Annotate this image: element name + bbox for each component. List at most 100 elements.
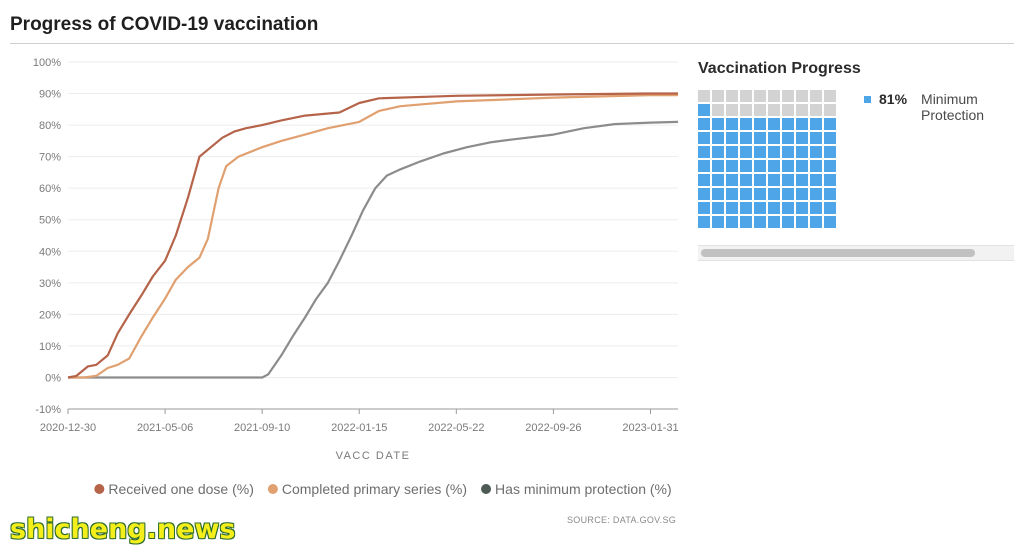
waffle-cell xyxy=(782,160,794,172)
waffle-cell xyxy=(754,132,766,144)
waffle-cell xyxy=(712,90,724,102)
waffle-chart xyxy=(698,90,836,228)
waffle-cell xyxy=(740,216,752,228)
waffle-cell xyxy=(810,118,822,130)
waffle-cell xyxy=(810,202,822,214)
legend-label: Has minimum protection (%) xyxy=(495,481,672,497)
waffle-cell xyxy=(768,188,780,200)
waffle-cell xyxy=(726,132,738,144)
waffle-cell xyxy=(824,90,836,102)
waffle-cell xyxy=(712,160,724,172)
waffle-cell xyxy=(754,118,766,130)
waffle-cell xyxy=(740,202,752,214)
waffle-cell xyxy=(726,202,738,214)
waffle-cell xyxy=(810,174,822,186)
series-line-completed-primary-series xyxy=(68,94,678,379)
waffle-cell xyxy=(712,216,724,228)
waffle-cell xyxy=(782,104,794,116)
scrollbar-thumb[interactable] xyxy=(701,249,975,257)
waffle-cell xyxy=(810,104,822,116)
waffle-cell xyxy=(740,132,752,144)
watermark-logo: shicheng.news xyxy=(10,514,236,545)
x-tick-label: 2022-05-22 xyxy=(428,422,484,434)
x-tick-label: 2022-01-15 xyxy=(331,422,387,434)
y-tick-label: 80% xyxy=(39,120,61,132)
waffle-cell xyxy=(726,104,738,116)
source-note: SOURCE: DATA.GOV.SG xyxy=(567,515,677,525)
waffle-cell xyxy=(698,90,710,102)
waffle-cell xyxy=(740,146,752,158)
waffle-cell xyxy=(754,146,766,158)
waffle-cell xyxy=(796,160,808,172)
legend-dot xyxy=(267,484,278,494)
waffle-cell xyxy=(824,118,836,130)
waffle-title: Vaccination Progress xyxy=(698,60,861,77)
legend-dot xyxy=(481,484,492,494)
waffle-cell xyxy=(824,104,836,116)
waffle-cell xyxy=(712,132,724,144)
waffle-cell xyxy=(740,174,752,186)
waffle-cell xyxy=(796,90,808,102)
x-tick-label: 2021-09-10 xyxy=(234,422,290,434)
waffle-cell xyxy=(698,188,710,200)
waffle-cell xyxy=(768,104,780,116)
waffle-cell xyxy=(726,160,738,172)
waffle-cell xyxy=(810,90,822,102)
x-tick-label: 2022-09-26 xyxy=(525,422,581,434)
waffle-cell xyxy=(712,146,724,158)
waffle-cell xyxy=(712,104,724,116)
waffle-cell xyxy=(712,188,724,200)
waffle-cell xyxy=(768,174,780,186)
waffle-cell xyxy=(740,104,752,116)
waffle-cell xyxy=(796,174,808,186)
waffle-cell xyxy=(754,90,766,102)
y-tick-label: 0% xyxy=(45,372,61,384)
waffle-cell xyxy=(782,174,794,186)
y-tick-label: 100% xyxy=(33,57,61,69)
waffle-cell xyxy=(698,104,710,116)
waffle-cell xyxy=(782,202,794,214)
waffle-cell xyxy=(698,160,710,172)
waffle-cell xyxy=(740,90,752,102)
waffle-legend-value: 81% xyxy=(879,91,908,107)
waffle-legend-label: Minimum Protection xyxy=(921,91,985,123)
waffle-cell xyxy=(712,118,724,130)
waffle-cell xyxy=(754,216,766,228)
waffle-cell xyxy=(782,188,794,200)
waffle-cell xyxy=(768,118,780,130)
waffle-cell xyxy=(768,90,780,102)
waffle-cell xyxy=(698,132,710,144)
waffle-cell xyxy=(768,132,780,144)
horizontal-scrollbar[interactable] xyxy=(698,245,1014,261)
waffle-cell xyxy=(824,146,836,158)
y-tick-label: 50% xyxy=(39,215,61,227)
waffle-cell xyxy=(754,202,766,214)
waffle-cell xyxy=(754,104,766,116)
waffle-cell xyxy=(796,146,808,158)
axes xyxy=(67,408,678,414)
waffle-cell xyxy=(726,188,738,200)
waffle-cell xyxy=(796,216,808,228)
waffle-cell xyxy=(740,188,752,200)
waffle-cell xyxy=(698,174,710,186)
y-tick-label: 30% xyxy=(39,278,61,290)
waffle-cell xyxy=(754,188,766,200)
waffle-cell xyxy=(796,118,808,130)
waffle-cell xyxy=(824,216,836,228)
waffle-cell xyxy=(726,174,738,186)
waffle-cell xyxy=(740,160,752,172)
series-lines xyxy=(67,92,679,379)
waffle-cell xyxy=(810,146,822,158)
waffle-cell xyxy=(782,90,794,102)
waffle-cell xyxy=(698,118,710,130)
waffle-cell xyxy=(782,118,794,130)
waffle-cell xyxy=(810,132,822,144)
waffle-cell xyxy=(740,118,752,130)
waffle-cell xyxy=(698,146,710,158)
chart-legend: Received one dose (%) Completed primary s… xyxy=(94,481,672,497)
y-tick-label: 20% xyxy=(39,309,61,321)
x-tick-label: 2023-01-31 xyxy=(622,422,678,434)
x-axis-title: VACC DATE xyxy=(336,450,411,462)
waffle-cell xyxy=(726,146,738,158)
waffle-cell xyxy=(782,216,794,228)
